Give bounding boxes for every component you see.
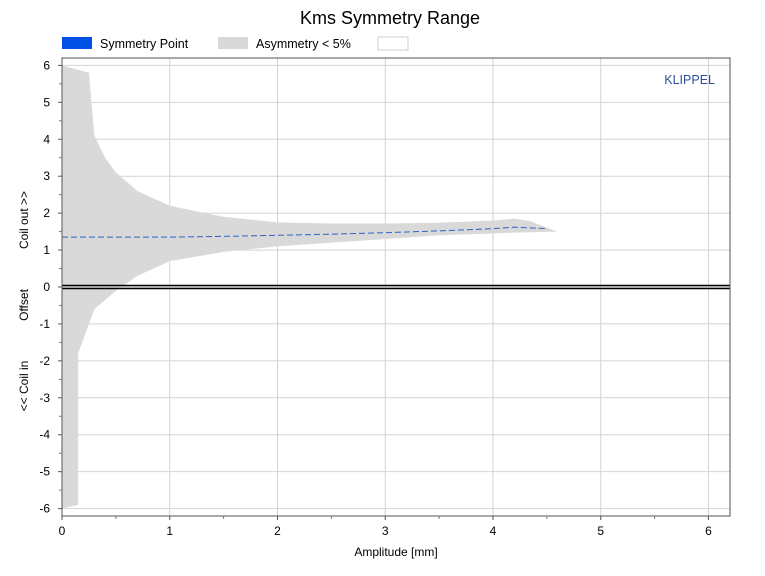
y-tick-label-0: 0 <box>43 280 50 294</box>
legend-swatch-symmetry-point <box>62 37 92 49</box>
y-tick-label--4: -4 <box>39 428 50 442</box>
x-tick-label-3: 3 <box>382 524 389 538</box>
grid <box>62 58 730 516</box>
y-tick-label-1: 1 <box>43 243 50 257</box>
chart-title: Kms Symmetry Range <box>300 8 480 28</box>
y-tick-label--2: -2 <box>39 354 50 368</box>
y-tick-label--5: -5 <box>39 465 50 479</box>
y-tick-label--3: -3 <box>39 391 50 405</box>
x-tick-label-2: 2 <box>274 524 281 538</box>
legend-swatch-empty <box>377 36 409 51</box>
y-axis-ticks: 6 5 4 3 2 1 0 -1 -2 -3 -4 -5 -6 <box>39 58 62 516</box>
x-axis-ticks: 0 1 2 3 4 5 6 <box>59 516 712 538</box>
y-tick-label-6: 6 <box>43 58 50 72</box>
y-tick-label-4: 4 <box>43 132 50 146</box>
y-tick-label-5: 5 <box>43 95 50 109</box>
x-axis-label: Amplitude [mm] <box>354 545 437 559</box>
y-tick-label--6: -6 <box>39 502 50 516</box>
x-tick-label-6: 6 <box>705 524 712 538</box>
y-tick-label-3: 3 <box>43 169 50 183</box>
x-tick-label-0: 0 <box>59 524 66 538</box>
y-tick-label-2: 2 <box>43 206 50 220</box>
legend: Symmetry Point Asymmetry < 5% <box>62 36 409 51</box>
brand-label: KLIPPEL <box>664 73 715 87</box>
legend-label-symmetry-point: Symmetry Point <box>100 37 189 51</box>
legend-swatch-asymmetry <box>218 37 248 49</box>
zero-line <box>62 284 730 290</box>
x-tick-label-5: 5 <box>597 524 604 538</box>
y-axis-label-coil-in: << Coil in <box>17 361 31 412</box>
x-tick-label-4: 4 <box>490 524 497 538</box>
y-axis-label-offset: Offset <box>17 288 31 320</box>
x-tick-label-1: 1 <box>166 524 173 538</box>
y-axis-label-coil-out: Coil out >> <box>17 191 31 249</box>
legend-label-asymmetry: Asymmetry < 5% <box>256 37 351 51</box>
y-tick-label--1: -1 <box>39 317 50 331</box>
